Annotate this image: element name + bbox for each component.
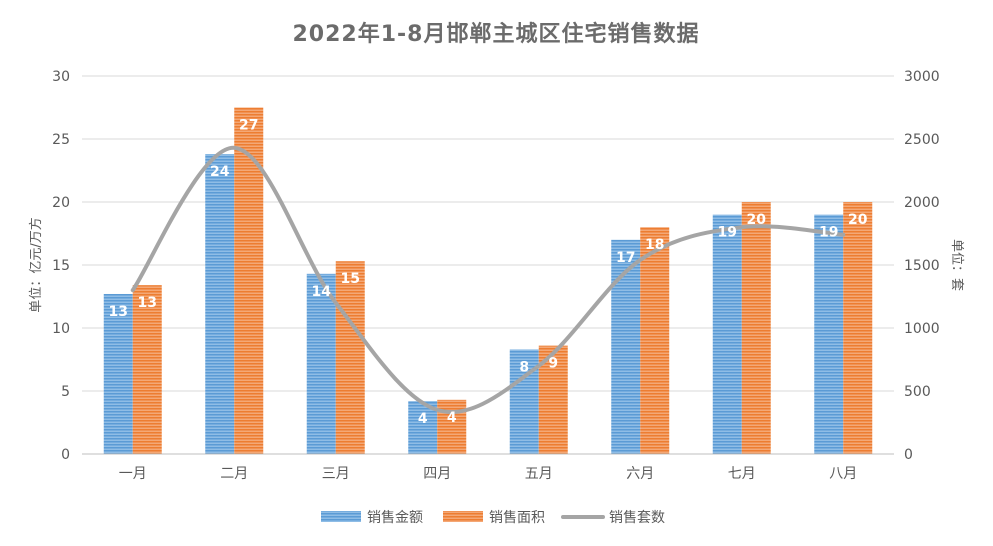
- data-label: 4: [418, 411, 428, 427]
- bar-amount: [205, 154, 235, 454]
- line-series: [130, 145, 846, 415]
- x-tick-label: 四月: [423, 466, 451, 482]
- legend-item-amount: 销售金额: [321, 510, 423, 526]
- data-label: 4: [447, 410, 457, 426]
- data-label: 15: [341, 271, 360, 287]
- bar-amount: [712, 214, 742, 454]
- chart-title: 2022年1-8月邯郸主城区住宅销售数据: [293, 21, 700, 47]
- legend-swatch: [321, 511, 361, 522]
- y-tick-label: 30: [52, 69, 70, 85]
- legend-item-units: 销售套数: [561, 510, 665, 526]
- line-sales-units: [130, 145, 846, 415]
- y2-tick-label: 2500: [904, 132, 940, 148]
- data-label: 13: [109, 304, 128, 320]
- bars: [103, 107, 873, 454]
- legend-label: 销售面积: [489, 510, 545, 526]
- legend-swatch: [443, 511, 483, 522]
- bar-amount: [509, 349, 539, 454]
- y2-tick-label: 500: [904, 384, 931, 400]
- y2-axis-title: 单位：套: [949, 239, 965, 291]
- data-label: 19: [819, 225, 838, 241]
- y2-tick-label: 0: [904, 447, 913, 463]
- x-tick-label: 七月: [728, 466, 756, 482]
- y-tick-label: 15: [52, 258, 70, 274]
- y2-tick-label: 1000: [904, 321, 940, 337]
- x-tick-label: 一月: [119, 466, 147, 482]
- bar-amount: [611, 239, 641, 454]
- data-label: 27: [239, 118, 258, 134]
- bar-amount: [306, 273, 336, 454]
- y2-tick-label: 1500: [904, 258, 940, 274]
- data-label: 18: [645, 237, 664, 253]
- legend-label: 销售金额: [367, 510, 423, 526]
- grid: [82, 75, 894, 392]
- bar-area: [741, 202, 771, 454]
- data-label: 13: [138, 295, 157, 311]
- x-tick-label: 八月: [829, 466, 857, 482]
- data-label: 20: [848, 212, 868, 228]
- y-tick-label: 25: [52, 132, 70, 148]
- bar-area: [437, 399, 467, 454]
- bar-area: [843, 202, 873, 454]
- legend: 销售金额 销售面积 销售套数: [321, 510, 665, 526]
- y-tick-label: 5: [61, 384, 70, 400]
- x-tick-label: 五月: [525, 466, 553, 482]
- data-label: 20: [747, 212, 767, 228]
- bar-amount: [103, 293, 133, 454]
- data-label: 14: [312, 284, 332, 300]
- y-tick-label: 10: [52, 321, 70, 337]
- bar-amount: [814, 214, 844, 454]
- x-tick-label: 六月: [626, 466, 654, 482]
- y2-tick-label: 3000: [904, 69, 940, 85]
- bar-area: [640, 227, 670, 454]
- data-label: 9: [548, 356, 558, 372]
- bar-area: [234, 107, 264, 454]
- legend-item-area: 销售面积: [443, 510, 545, 526]
- data-label: 19: [718, 225, 737, 241]
- x-tick-label: 二月: [220, 466, 248, 482]
- data-label: 24: [210, 164, 230, 180]
- y-axis-title: 单位：亿元/万方: [28, 217, 44, 312]
- y-tick-label: 20: [52, 195, 70, 211]
- data-labels: 13 24 14 4 8 17 19 19 13 27 15 4 9 18 20 20: [109, 118, 868, 428]
- axes: 0 5 10 15 20 25 30 0 500 1000 1500 2000 2500 3000 一月 二月…: [52, 69, 939, 482]
- bar-area: [132, 285, 162, 454]
- y-tick-label: 0: [61, 447, 70, 463]
- x-tick-label: 三月: [322, 466, 350, 482]
- bar-area: [335, 261, 365, 454]
- y2-tick-label: 2000: [904, 195, 940, 211]
- legend-label: 销售套数: [609, 510, 665, 526]
- data-label: 8: [519, 359, 529, 375]
- data-label: 17: [616, 250, 635, 266]
